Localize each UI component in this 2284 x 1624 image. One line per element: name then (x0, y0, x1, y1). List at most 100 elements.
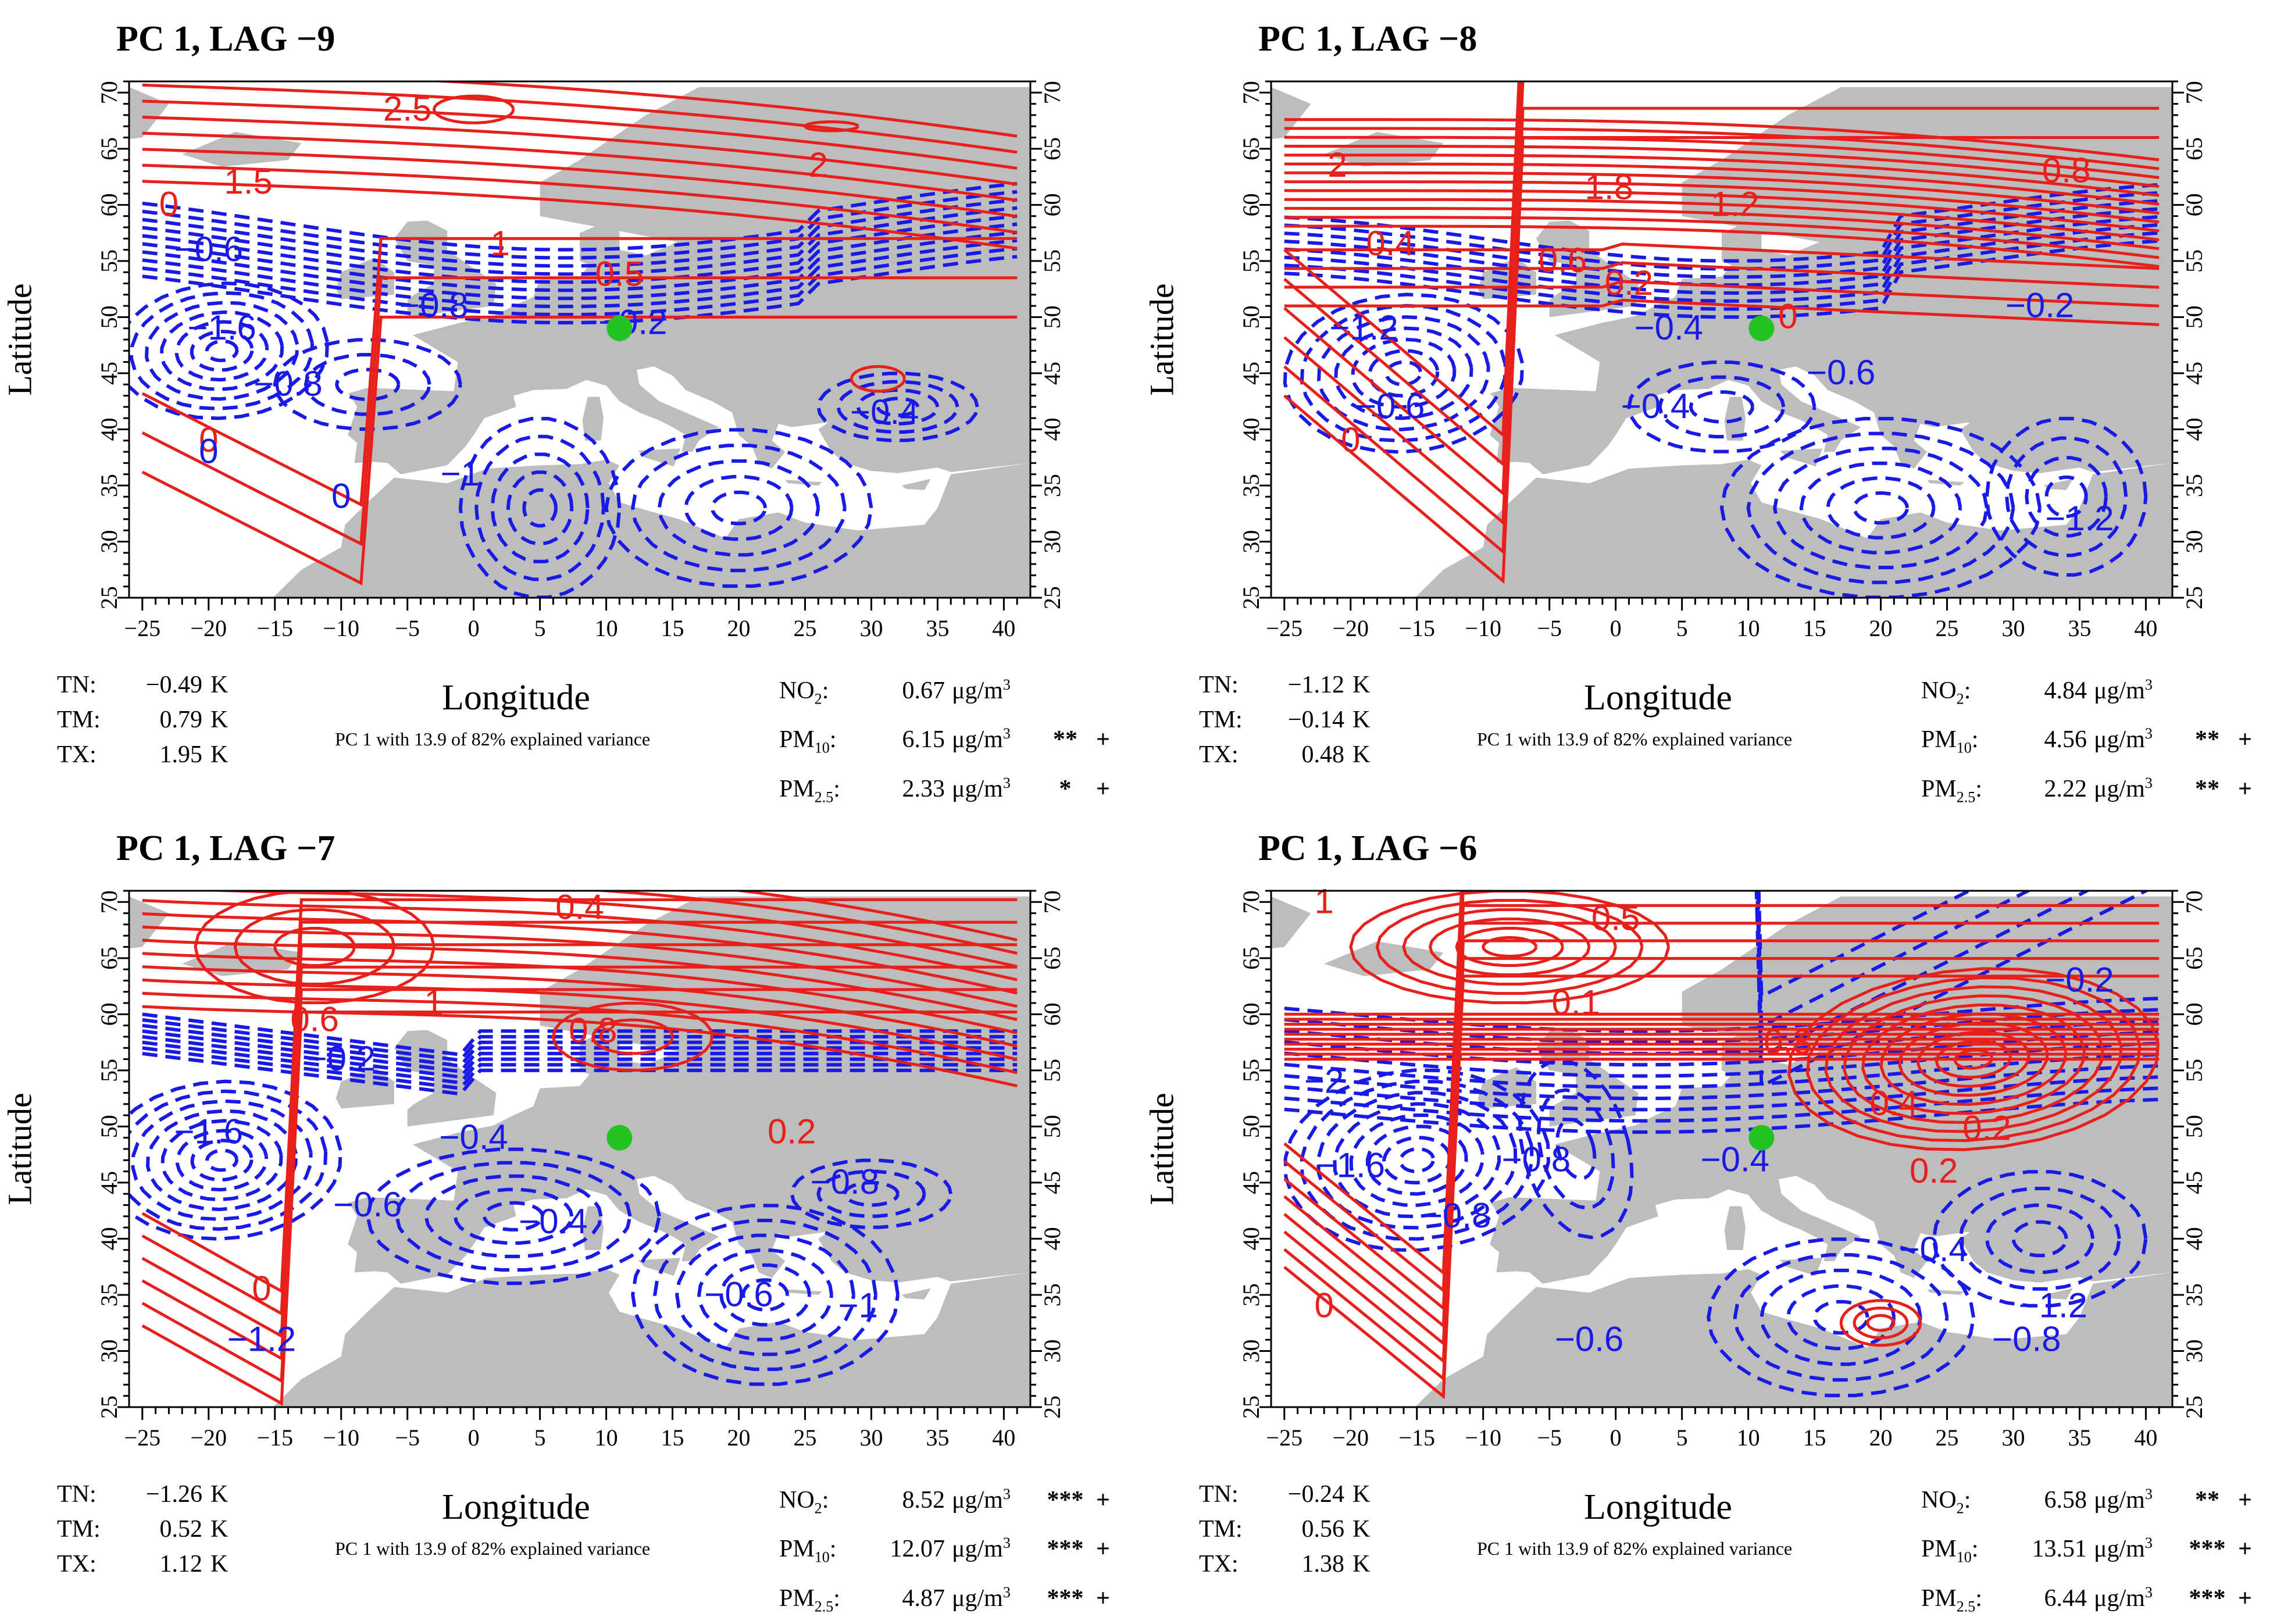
y-tick-label-left: 35 (1238, 1283, 1264, 1307)
y-tick-label-left: 40 (96, 1227, 122, 1250)
land-greenland-tip (129, 896, 169, 949)
y-tick-label-left: 60 (1238, 1002, 1264, 1026)
positive-contour-label: 0.4 (1870, 1084, 1918, 1123)
negative-contour (142, 190, 1018, 260)
temp-label: TX: (1199, 1551, 1239, 1577)
positive-contour (1349, 891, 1671, 1004)
y-tick-label-right: 60 (2181, 193, 2207, 216)
x-tick-label: 10 (1737, 1425, 1760, 1451)
negative-contour (1658, 375, 1786, 438)
positive-contour (141, 315, 1018, 586)
y-tick-label-left: 35 (96, 474, 122, 497)
positive-contour (1455, 927, 1564, 967)
x-tick-label: −15 (256, 1425, 293, 1451)
pollutant-value: 4.84 (2044, 677, 2087, 704)
temp-value: −0.14 (1287, 706, 1344, 733)
positive-contour (1283, 891, 1464, 1294)
land-north-africa (1415, 459, 2172, 598)
negative-contour (142, 198, 1018, 268)
negative-contour (1536, 1088, 1615, 1210)
positive-contour (729, 891, 1018, 942)
x-tick-label: 35 (2068, 615, 2091, 641)
positive-contour (432, 94, 515, 124)
pollutant-unit: μg/m3 (2094, 1534, 2153, 1563)
y-tick-label-right: 30 (1039, 1339, 1065, 1362)
land-cyprus (901, 479, 931, 490)
pollutant-label: PM10: (779, 1536, 837, 1566)
pollutant-unit: μg/m3 (2094, 676, 2153, 704)
negative-contour (1733, 1253, 1949, 1382)
land-cyprus (901, 1288, 931, 1300)
y-tick-label-left: 50 (96, 1115, 122, 1138)
positive-contour-label: 0.4 (555, 887, 604, 926)
negative-contour (1799, 461, 1962, 555)
positive-contour (1824, 985, 2123, 1133)
negative-contour (631, 1204, 900, 1386)
positive-contour (1284, 127, 2160, 170)
panel-lag-8: PC 1, LAG −8 Latitude 2 1.8 1.2 0.8 0.4 0.6 0.2 0… (1142, 0, 2284, 809)
temp-unit: K (1352, 741, 1371, 768)
positive-contour (142, 180, 1018, 250)
negative-contour (131, 1099, 313, 1222)
land-continent (1490, 205, 2172, 474)
pollutant-unit: μg/m3 (952, 676, 1011, 704)
positive-contour (1284, 206, 2160, 251)
negative-contour-label: −1 (441, 454, 480, 493)
x-tick-label: 5 (534, 1425, 546, 1451)
x-tick-label: 5 (1676, 1425, 1688, 1451)
y-tick-label-left: 65 (96, 137, 122, 160)
y-tick-label-right: 25 (2181, 1395, 2207, 1419)
y-tick-label-right: 65 (2181, 137, 2207, 160)
station-marker (606, 315, 633, 341)
temp-value: −1.12 (1287, 672, 1344, 698)
significance-plus: + (2238, 775, 2252, 802)
y-tick-label-left: 25 (1238, 1395, 1264, 1419)
negative-contour-label: −0.6 (1807, 353, 1875, 392)
y-tick-label-left: 30 (96, 1339, 122, 1362)
y-tick-label-right: 40 (2181, 417, 2207, 441)
temperature-row: TX: 0.48 K (1199, 737, 1370, 772)
x-tick-label: 20 (1869, 615, 1893, 641)
pollutant-label: NO2: (779, 677, 829, 708)
negative-contour-label: −0.6 (1555, 1319, 1623, 1358)
negative-contour (129, 291, 315, 411)
negative-contour-label: 0 (331, 477, 351, 516)
x-tick-label: −10 (323, 615, 359, 641)
y-tick-label-left: 40 (1238, 1227, 1264, 1250)
positive-contour (1283, 904, 2160, 1329)
negative-contour (142, 1051, 1018, 1096)
positive-contour-label: 0.6 (290, 1000, 338, 1038)
negative-contour (876, 397, 920, 417)
y-tick-label-left: 25 (1238, 586, 1264, 609)
negative-contour-label: −0.2 (2005, 285, 2074, 324)
x-tick-label: 20 (727, 1425, 751, 1451)
positive-contour-label: 0.1 (1552, 983, 1600, 1022)
temp-unit: K (1352, 1481, 1371, 1508)
temp-value: −1.26 (145, 1481, 202, 1508)
positive-contour (1284, 144, 2160, 188)
positive-contour (1283, 81, 1522, 467)
negative-contour (522, 488, 558, 528)
significance-plus: + (2238, 1584, 2252, 1612)
positive-contour (1284, 242, 2160, 270)
pollutant-row: PM2.5: 4.87 μg/m3 *** + (779, 1575, 1115, 1624)
y-tick-label-right: 35 (1039, 474, 1065, 497)
y-tick-label-right: 40 (1039, 417, 1065, 441)
temperature-row: TX: 1.95 K (57, 737, 228, 772)
temp-label: TM: (1199, 1516, 1243, 1543)
positive-contour-label: 1.8 (1585, 168, 1633, 207)
negative-contour (1284, 191, 2160, 271)
negative-contour (142, 206, 1018, 276)
y-tick-label-right: 70 (2181, 890, 2207, 913)
y-tick-label-right: 35 (1039, 1283, 1065, 1307)
x-tick-label: 30 (2001, 1425, 2025, 1451)
negative-contour (424, 1174, 603, 1258)
positive-contour-label: 0.3 (1764, 1022, 1812, 1061)
variance-subtitle: PC 1 with 13.9 of 82% explained variance (1477, 1538, 1793, 1559)
pollutant-unit: μg/m3 (2094, 725, 2153, 754)
y-tick-label-left: 45 (1238, 1171, 1264, 1194)
positive-contour (142, 99, 1018, 170)
positive-contour (1787, 967, 2160, 1151)
negative-contour (129, 1079, 342, 1241)
pollutant-value: 6.58 (2044, 1487, 2087, 1514)
